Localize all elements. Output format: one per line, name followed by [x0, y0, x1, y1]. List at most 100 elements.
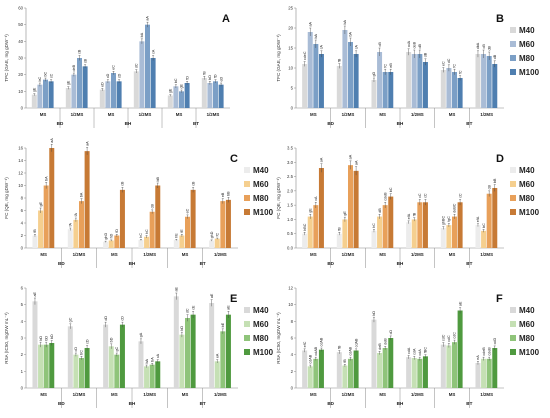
bar-1-2MS-BH-M80: [417, 54, 423, 108]
panel-label: A: [222, 13, 230, 25]
significance-label: dB: [418, 43, 422, 48]
bar-MS-BH-M40: [103, 241, 109, 248]
x-group-label: BD: [58, 261, 65, 266]
bar-MS-BD-M100: [318, 54, 324, 108]
y-tick-label-3: 6: [291, 336, 294, 341]
y-tick-label-6: 12: [18, 171, 23, 176]
bar-MS-BT-M40: [173, 239, 179, 248]
significance-label: fB: [412, 212, 416, 216]
bar-1-2MS-BH-M60: [411, 219, 417, 248]
bar-1-2MS-BH-M80: [149, 364, 155, 388]
significance-label: cdA: [407, 347, 411, 354]
significance-label: cB: [482, 44, 486, 49]
significance-label: cA: [320, 44, 324, 49]
significance-label: bA: [150, 357, 154, 362]
legend-label-m80: M80: [519, 334, 535, 343]
significance-label: cdAB: [308, 354, 312, 363]
significance-label: aE: [458, 301, 462, 306]
significance-label: cdA: [418, 349, 422, 356]
x-category-label: 1/2MS: [71, 112, 84, 117]
y-tick-label-3: 30: [18, 56, 23, 61]
significance-label: eC: [442, 61, 446, 66]
bar-1-2MS-BD-M100: [353, 350, 359, 388]
bar-1-2MS-BH-M60: [411, 358, 417, 388]
significance-label: dB: [424, 52, 428, 57]
x-category-label: MS: [379, 392, 386, 397]
bar-MS-BD-M60: [37, 84, 43, 108]
bar-1-2MS-BD-M60: [73, 354, 79, 388]
bar-1-2MS-BH-M60: [144, 236, 150, 248]
bar-MS-BD-M40: [302, 350, 308, 388]
y-axis-label: FC (QE, mg gDW⁻¹): [276, 177, 281, 219]
legend-swatch-m60: [244, 181, 250, 187]
legend: M40 M60 M80 M100: [244, 166, 274, 217]
bar-1-2MS-BD-M60: [342, 219, 348, 248]
bar-1-2MS-BD-M40: [67, 229, 73, 248]
x-group-label: BT: [466, 401, 472, 406]
significance-label: cC: [418, 193, 422, 198]
bar-MS-BD-M60: [307, 216, 313, 248]
panel-label: C: [230, 153, 238, 165]
legend-label-m60: M60: [253, 180, 269, 189]
bar-1-2MS-BT-M80: [220, 331, 226, 388]
bar-MS-BH-M80: [382, 72, 388, 108]
significance-label: deB: [72, 64, 76, 71]
legend: M40 M60 M80 M100: [510, 26, 540, 77]
x-category-label: MS: [449, 392, 456, 397]
panel-label: F: [496, 293, 503, 305]
bar-1-2MS-BT-M100: [492, 348, 498, 388]
legend-swatch-m100: [244, 209, 250, 215]
significance-label: bA: [349, 31, 353, 36]
x-category-label: MS: [40, 112, 47, 117]
y-tick-label-4: 2.0: [287, 188, 294, 193]
bar-1-2MS-BT-M40: [475, 225, 481, 248]
bar-1-2MS-BD-M60: [342, 365, 348, 388]
significance-label: cB: [150, 204, 154, 209]
legend-swatch-m40: [510, 167, 516, 173]
bar-1-2MS-BD-M100: [353, 170, 359, 248]
bar-1-2MS-BH-M80: [417, 358, 423, 388]
x-category-label: 1/2MS: [411, 392, 424, 397]
bar-MS-BT-M100: [457, 310, 463, 388]
significance-label: fD: [185, 76, 189, 80]
x-category-label: MS: [379, 252, 386, 257]
bar-MS-BD-M40: [302, 64, 308, 108]
x-category-label: 1/2MS: [143, 392, 156, 397]
significance-label: eB: [221, 192, 225, 197]
bar-MS-BT-M60: [446, 225, 452, 248]
significance-label: cB: [83, 58, 87, 63]
significance-label: cD: [74, 347, 78, 352]
bar-MS-BT-M60: [179, 235, 185, 248]
legend: M40 M60 M80 M100: [244, 306, 274, 357]
bar-1-2MS-BD-M80: [348, 165, 353, 248]
bar-MS-BT-M40: [440, 228, 446, 248]
bar-MS-BT-M100: [190, 189, 196, 248]
significance-label: deBC: [453, 203, 457, 213]
panel-label: D: [496, 153, 504, 165]
y-tick-label-3: 1.5: [287, 203, 294, 208]
legend-swatch-m60: [510, 41, 516, 47]
significance-label: gD: [372, 71, 376, 76]
x-category-label: MS: [310, 392, 317, 397]
y-tick-label-1: 1: [21, 369, 24, 374]
bar-1-2MS-BT-M60: [481, 358, 487, 388]
y-tick-label-3: 6: [21, 208, 24, 213]
y-tick-label-5: 10: [18, 183, 23, 188]
x-category-label: 1/2MS: [411, 252, 424, 257]
bar-MS-BD-M100: [318, 168, 324, 248]
significance-label: cD: [389, 330, 393, 335]
bar-MS-BT-M40: [167, 95, 173, 108]
legend-label-m100: M100: [253, 208, 274, 217]
legend-label-m100: M100: [253, 348, 274, 357]
significance-label: cdAB: [314, 346, 318, 355]
bar-MS-BT-M80: [452, 72, 457, 108]
significance-label: fC: [215, 232, 219, 236]
bar-1-2MS-BH-M60: [144, 366, 150, 388]
y-tick-label-6: 3.0: [287, 160, 294, 165]
x-category-label: 1/2MS: [214, 392, 227, 397]
y-tick-label-3: 3: [21, 336, 24, 341]
bar-MS-BT-M60: [179, 334, 185, 388]
bar-MS-BH-M40: [371, 319, 377, 388]
bar-1-2MS-BH-M100: [422, 62, 428, 108]
